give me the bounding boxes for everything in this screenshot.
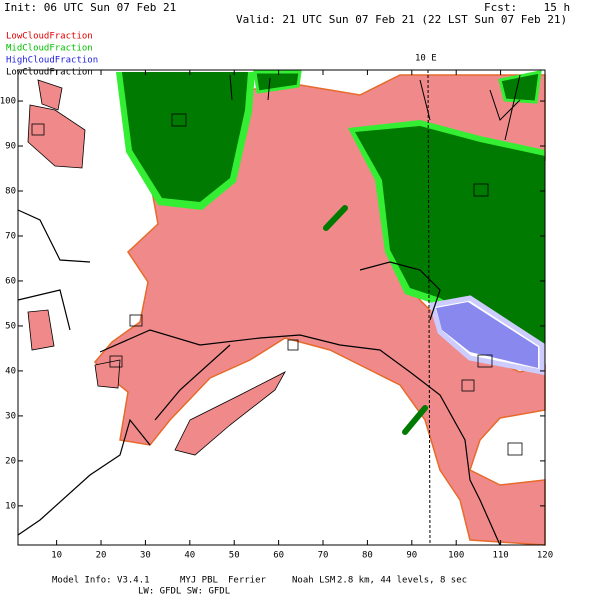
x-tick-label: 40 — [184, 551, 195, 561]
x-tick-label: 70 — [318, 551, 329, 561]
high-cloud-area — [436, 302, 538, 368]
x-tick-label: 110 — [492, 551, 508, 561]
y-tick-label: 90 — [5, 142, 16, 152]
forecast-hour: Fcst: 15 h — [484, 1, 570, 14]
y-tick-label: 10 — [5, 501, 16, 511]
map-frame — [17, 69, 546, 546]
radiation-scheme: LW: GFDL SW: GFDL — [138, 587, 230, 597]
meridian-label: 10 E — [415, 54, 437, 64]
legend-entry: LowCloudFraction — [6, 32, 93, 42]
axes: 10 20 30 40 50 60 70 80 90 100 110 120 10 20 30 40 50 60 7… — [0, 70, 553, 561]
valid-time: Valid: 21 UTC Sun 07 Feb 21 (22 LST Sun … — [236, 13, 567, 26]
mid-cloud-area — [253, 70, 302, 94]
low-cloud-area — [174, 371, 286, 456]
x-tick-label: 30 — [140, 551, 151, 561]
x-tick-label: 100 — [448, 551, 464, 561]
low-cloud-area — [94, 359, 121, 389]
y-tick-label: 80 — [5, 186, 16, 196]
x-tick-label: 10 — [51, 551, 62, 561]
legend-entry: MidCloudFraction — [6, 44, 93, 54]
model-info: Model Info: V3.4.1 — [52, 576, 150, 586]
x-tick-label: 80 — [362, 551, 373, 561]
station-markers — [31, 113, 523, 456]
low-cloud-area — [27, 309, 55, 351]
mid-cloud-area — [355, 126, 545, 344]
y-tick-label: 60 — [5, 276, 16, 286]
coastline — [17, 209, 501, 546]
y-tick-label: 20 — [5, 456, 16, 466]
x-tick-label: 50 — [229, 551, 240, 561]
x-tick-label: 20 — [96, 551, 107, 561]
y-tick-label: 70 — [5, 231, 16, 241]
low-cloud-area — [37, 79, 63, 111]
legend-entry: HighCloudFraction — [6, 56, 98, 66]
init-time: Init: 06 UTC Sun 07 Feb 21 — [4, 1, 176, 14]
mid-cloud-area — [498, 70, 542, 104]
x-tick-label: 120 — [537, 551, 553, 561]
coastline — [229, 74, 521, 141]
resolution: 2.8 km, 44 levels, 8 sec — [337, 576, 467, 586]
y-tick-label: 50 — [5, 321, 16, 331]
lsm-scheme: Noah LSM — [292, 576, 336, 586]
mid-cloud-streak — [323, 205, 348, 231]
meridian-line — [427, 69, 431, 546]
legend-entry: LowCloudFraction — [6, 68, 93, 78]
y-tick-label: 30 — [5, 411, 16, 421]
y-tick-label: 40 — [5, 366, 16, 376]
mid-cloud-area — [122, 72, 248, 202]
pbl-scheme: MYJ PBL — [180, 576, 218, 586]
microphysics-scheme: Ferrier — [228, 576, 267, 586]
map-fields — [17, 69, 546, 546]
legend: LowCloudFraction MidCloudFraction HighClou… — [6, 32, 98, 78]
x-tick-label: 60 — [273, 551, 284, 561]
x-tick-label: 90 — [406, 551, 417, 561]
low-cloud-area — [27, 104, 86, 169]
y-tick-label: 100 — [0, 97, 16, 107]
mid-cloud-streak — [402, 405, 428, 435]
